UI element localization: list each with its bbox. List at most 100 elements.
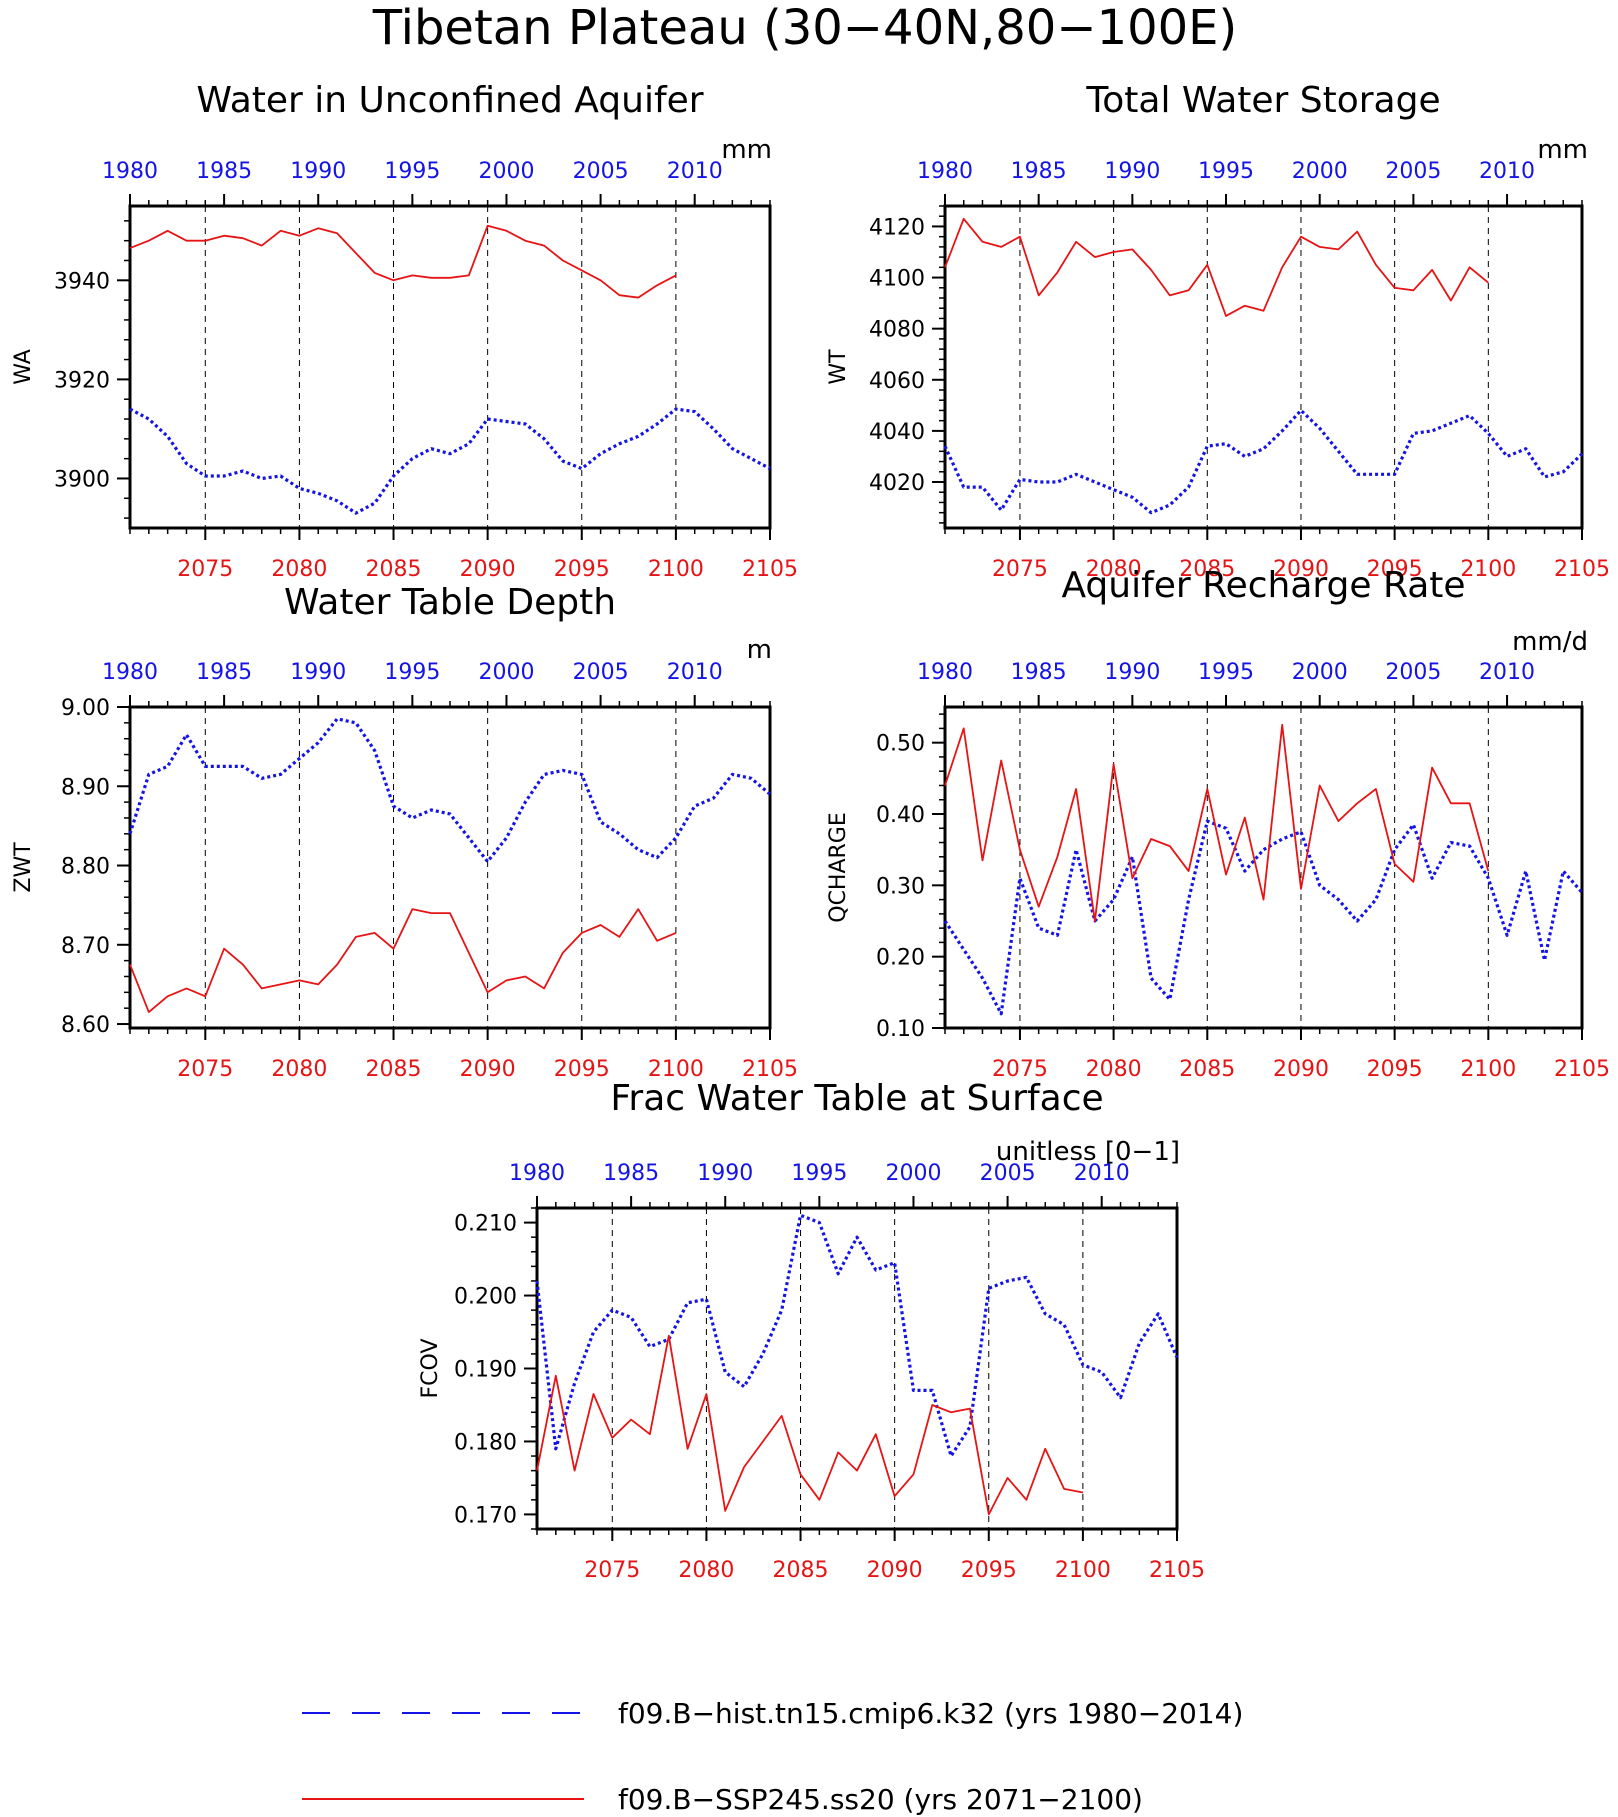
bottom-tick-label: 2085 — [1179, 557, 1235, 582]
y-tick-label: 4040 — [869, 420, 925, 445]
plot-frame — [128, 705, 772, 1030]
y-tick-label: 4100 — [869, 267, 925, 292]
series-ssp-line — [944, 723, 1490, 922]
y-tick-label: 4060 — [869, 369, 925, 394]
y-tick-label: 0.30 — [876, 874, 925, 899]
bottom-tick-label: 2095 — [1367, 1057, 1423, 1082]
bottom-tick-label: 2100 — [1055, 1558, 1111, 1583]
series-ssp-line — [944, 217, 1489, 317]
panel-title: Water in Unconfined Aquifer — [196, 80, 703, 121]
y-tick-label: 8.90 — [61, 775, 110, 800]
y-tick-label: 8.60 — [61, 1013, 110, 1038]
bottom-tick-label: 2080 — [271, 557, 327, 582]
y-tick-label: 3940 — [54, 269, 110, 294]
y-tick-label: 0.20 — [876, 946, 925, 971]
top-tick-label: 2005 — [1385, 159, 1441, 184]
panel-title: Aquifer Recharge Rate — [1061, 565, 1465, 606]
page-title: Tibetan Plateau (30−40N,80−100E) — [372, 0, 1237, 56]
bottom-tick-label: 2095 — [554, 557, 610, 582]
series-hist-line — [943, 819, 1584, 1016]
top-tick-label: 1985 — [1011, 159, 1067, 184]
bottom-tick-label: 2075 — [992, 557, 1048, 582]
series-hist-line — [129, 407, 771, 515]
top-tick-label: 1995 — [384, 660, 440, 685]
bottom-tick-label: 2095 — [554, 1057, 610, 1082]
top-tick-label: 1985 — [603, 1161, 659, 1186]
panels-group: Water in Unconfined Aquifer mm 1980 1985 199… — [11, 80, 1610, 1583]
bottom-tick-label: 2090 — [460, 557, 516, 582]
bottom-tick-label: 2105 — [742, 557, 798, 582]
bottom-tick-label: 2075 — [177, 557, 233, 582]
bottom-tick-label: 2085 — [366, 1057, 422, 1082]
y-tick-label: 4120 — [869, 215, 925, 240]
panel-5: Frac Water Table at Surface unitless [0−1… — [418, 1078, 1205, 1583]
series-hist-line — [128, 717, 772, 864]
bottom-tick-label: 2100 — [648, 1057, 704, 1082]
y-tick-label: 9.00 — [61, 696, 110, 721]
top-tick-label: 1980 — [917, 660, 973, 685]
panel-3: Water Table Depth m 1980 1985 1990 1995 2000 20… — [11, 582, 798, 1082]
y-tick-label: 8.70 — [61, 934, 110, 959]
bottom-tick-label: 2090 — [1273, 557, 1329, 582]
top-tick-label: 1990 — [290, 660, 346, 685]
top-tick-label: 1980 — [917, 159, 973, 184]
bottom-tick-label: 2085 — [1179, 1057, 1235, 1082]
bottom-tick-label: 2080 — [1086, 1057, 1142, 1082]
y-tick-label: 0.210 — [454, 1212, 517, 1237]
bottom-tick-label: 2100 — [1460, 1057, 1516, 1082]
bottom-tick-label: 2075 — [992, 1057, 1048, 1082]
top-tick-label: 1995 — [1198, 159, 1254, 184]
top-tick-label: 2000 — [1292, 159, 1348, 184]
series-ssp-line — [129, 224, 677, 299]
top-tick-label: 1995 — [1198, 660, 1254, 685]
top-tick-label: 1995 — [384, 159, 440, 184]
y-axis-label: WA — [11, 349, 36, 385]
bottom-tick-label: 2075 — [584, 1558, 640, 1583]
bottom-tick-label: 2095 — [961, 1558, 1017, 1583]
top-tick-label: 2000 — [1292, 660, 1348, 685]
units-label: unitless [0−1] — [996, 1137, 1180, 1167]
top-tick-label: 1990 — [290, 159, 346, 184]
top-tick-label: 1980 — [509, 1161, 565, 1186]
bottom-tick-label: 2085 — [773, 1558, 829, 1583]
bottom-tick-label: 2080 — [678, 1558, 734, 1583]
y-tick-label: 0.200 — [454, 1285, 517, 1310]
bottom-tick-label: 2105 — [1149, 1558, 1205, 1583]
top-tick-label: 1990 — [1104, 159, 1160, 184]
top-tick-label: 2005 — [573, 159, 629, 184]
plot-frame — [128, 204, 772, 530]
units-label: mm/d — [1512, 627, 1588, 657]
top-tick-label: 2010 — [1074, 1161, 1130, 1186]
top-tick-label: 2010 — [1479, 159, 1535, 184]
plot-frame — [535, 1206, 1179, 1531]
y-tick-label: 3900 — [54, 467, 110, 492]
bottom-tick-label: 2075 — [177, 1057, 233, 1082]
top-tick-label: 2000 — [885, 1161, 941, 1186]
panel-title: Water Table Depth — [284, 582, 616, 623]
plot-frame — [943, 204, 1584, 530]
bottom-tick-label: 2090 — [867, 1558, 923, 1583]
series-ssp-line — [129, 908, 677, 1013]
bottom-tick-label: 2090 — [1273, 1057, 1329, 1082]
units-label: mm — [1537, 135, 1588, 165]
y-axis-label: FCOV — [418, 1339, 443, 1399]
legend-hist-label: f09.B−hist.tn15.cmip6.k32 (yrs 1980−2014… — [618, 1697, 1243, 1730]
y-tick-label: 4020 — [869, 471, 925, 496]
top-tick-label: 2000 — [478, 660, 534, 685]
bottom-tick-label: 2100 — [648, 557, 704, 582]
top-tick-label: 1990 — [697, 1161, 753, 1186]
y-tick-label: 0.50 — [876, 732, 925, 757]
top-tick-label: 1985 — [196, 159, 252, 184]
panel-title: Frac Water Table at Surface — [610, 1078, 1103, 1119]
units-label: mm — [721, 135, 772, 165]
y-axis-label: ZWT — [11, 842, 36, 893]
y-tick-label: 8.80 — [61, 855, 110, 880]
bottom-tick-label: 2105 — [742, 1057, 798, 1082]
top-tick-label: 2010 — [1479, 660, 1535, 685]
bottom-tick-label: 2105 — [1554, 557, 1610, 582]
series-ssp-line — [536, 1334, 1084, 1516]
bottom-tick-label: 2080 — [1086, 557, 1142, 582]
series-hist-line — [943, 408, 1584, 515]
top-tick-label: 2000 — [478, 159, 534, 184]
